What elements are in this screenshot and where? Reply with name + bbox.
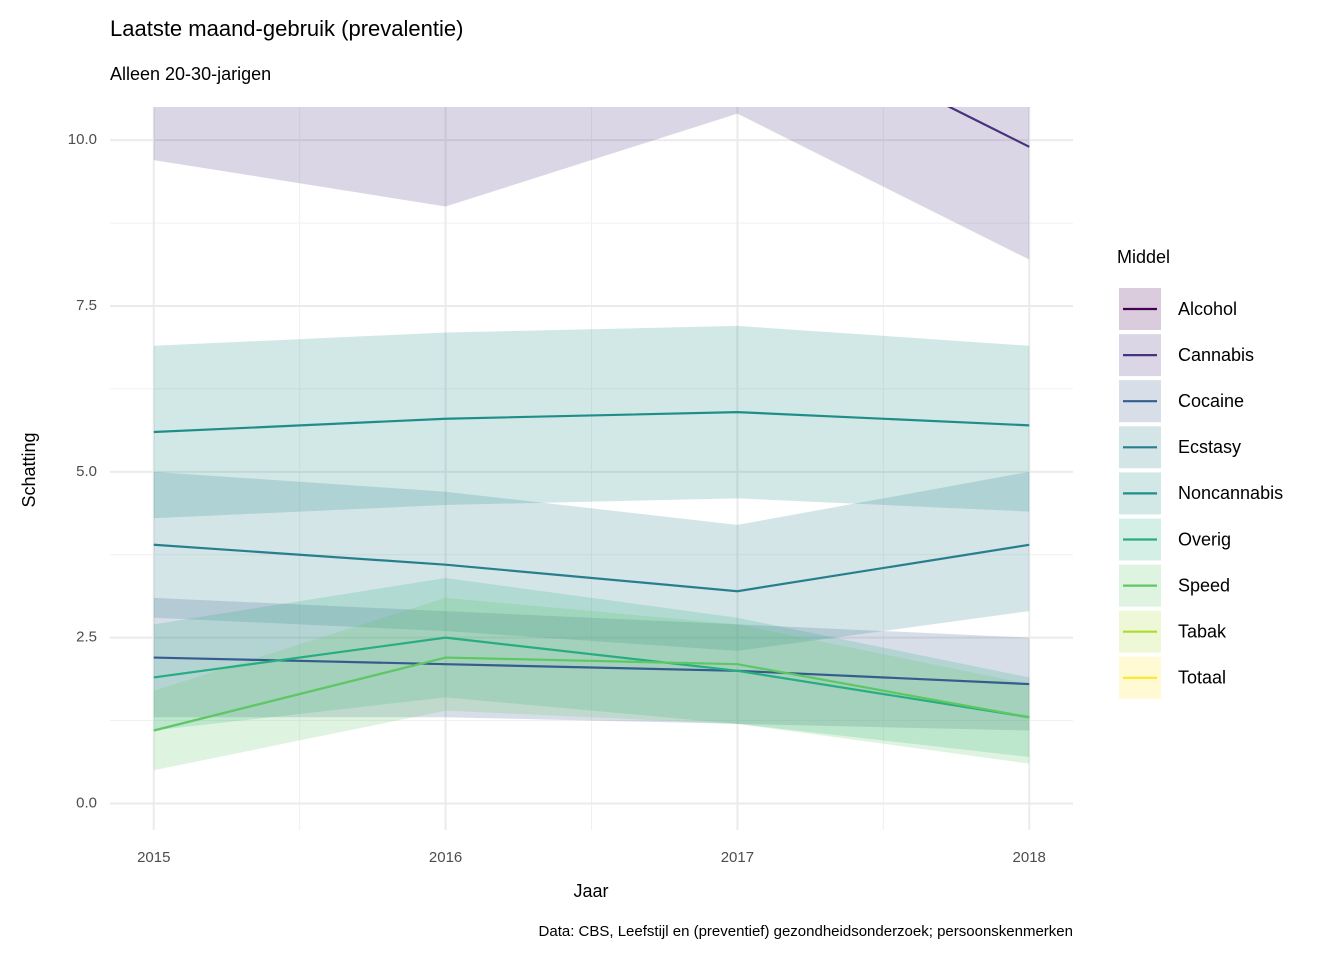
ribbon: [153, 325, 1030, 519]
y-tick-label: 2.5: [76, 629, 97, 646]
y-tick-label: 10.0: [68, 131, 97, 148]
grid: [110, 107, 1073, 830]
legend-label: Cocaine: [1178, 391, 1244, 411]
legend-label: Tabak: [1178, 621, 1227, 641]
ribbon: [153, 597, 1030, 731]
y-axis-label: Schatting: [19, 432, 39, 507]
legend-title: Middel: [1117, 247, 1170, 267]
line: [153, 636, 1030, 719]
line: [153, 411, 1030, 434]
x-tick-label: 2016: [429, 849, 462, 866]
plot-area: [153, 107, 1030, 771]
legend-label: Noncannabis: [1178, 483, 1283, 503]
chart-subtitle: Alleen 20-30-jarigen: [110, 64, 271, 84]
legend-label: Overig: [1178, 529, 1231, 549]
legend-label: Speed: [1178, 575, 1230, 595]
caption: Data: CBS, Leefstijl en (preventief) gez…: [539, 923, 1073, 940]
legend: Alcohol Cannabis Cocaine Ecstasy Noncannabis…: [1119, 288, 1283, 699]
x-axis-label: Jaar: [573, 881, 608, 901]
x-tick-label: 2015: [137, 849, 170, 866]
y-tick-label: 0.0: [76, 794, 97, 811]
y-tick-label: 5.0: [76, 463, 97, 480]
line: [153, 656, 1030, 686]
ribbon: [153, 597, 1030, 771]
x-tick-label: 2018: [1013, 849, 1046, 866]
legend-label: Cannabis: [1178, 345, 1254, 365]
ribbon: [153, 471, 1030, 651]
y-tick-label: 7.5: [76, 297, 97, 314]
chart-title: Laatste maand-gebruik (prevalentie): [110, 16, 463, 41]
legend-label: Ecstasy: [1178, 437, 1241, 457]
legend-label: Totaal: [1178, 668, 1226, 688]
line: [153, 656, 1030, 732]
line: [153, 543, 1030, 593]
legend-label: Alcohol: [1178, 299, 1237, 319]
x-tick-label: 2017: [721, 849, 754, 866]
ribbon: [153, 107, 1030, 260]
